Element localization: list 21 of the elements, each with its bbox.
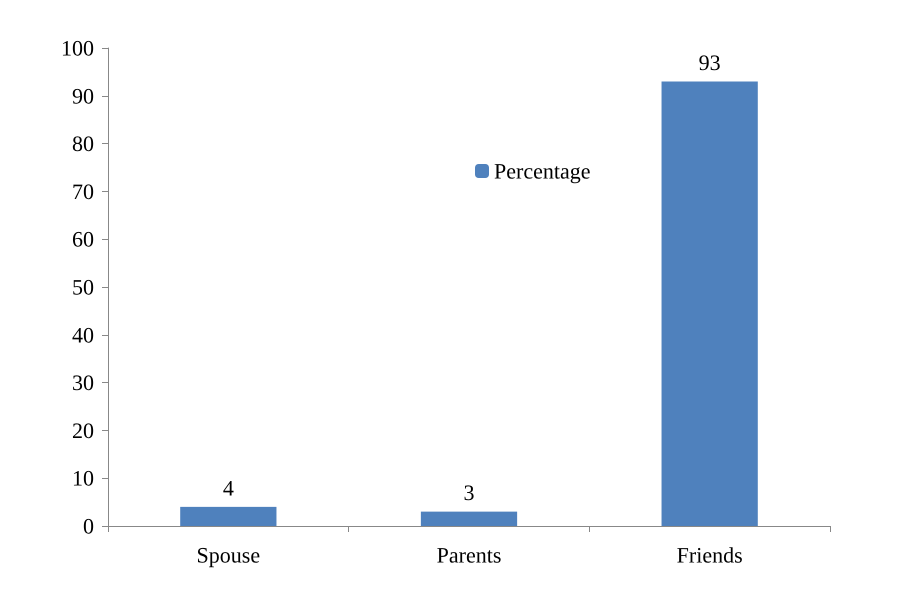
data-label: 4: [222, 475, 234, 500]
y-tick-label: 10: [72, 466, 94, 491]
bar: [420, 512, 518, 526]
bar: [180, 506, 276, 526]
y-tick-label: 90: [72, 83, 94, 108]
y-tick-label: 70: [72, 178, 94, 204]
y-tick-label: 0: [83, 514, 94, 538]
y-tick-label: 100: [61, 36, 94, 60]
x-tick-label: Parents: [436, 542, 502, 568]
y-tick-label: 40: [72, 322, 94, 348]
data-label: 3: [464, 480, 474, 506]
bar: [662, 81, 758, 526]
y-tick-label: 60: [72, 226, 94, 252]
legend-label: Percentage: [494, 158, 590, 184]
x-tick-label: Friends: [676, 542, 743, 568]
data-label: 93: [698, 50, 721, 75]
y-tick-label: 80: [72, 131, 94, 156]
x-tick-label: Spouse: [196, 542, 260, 568]
y-tick-label: 50: [72, 274, 94, 300]
y-tick-label: 20: [72, 418, 94, 443]
y-tick-label: 30: [72, 370, 94, 396]
